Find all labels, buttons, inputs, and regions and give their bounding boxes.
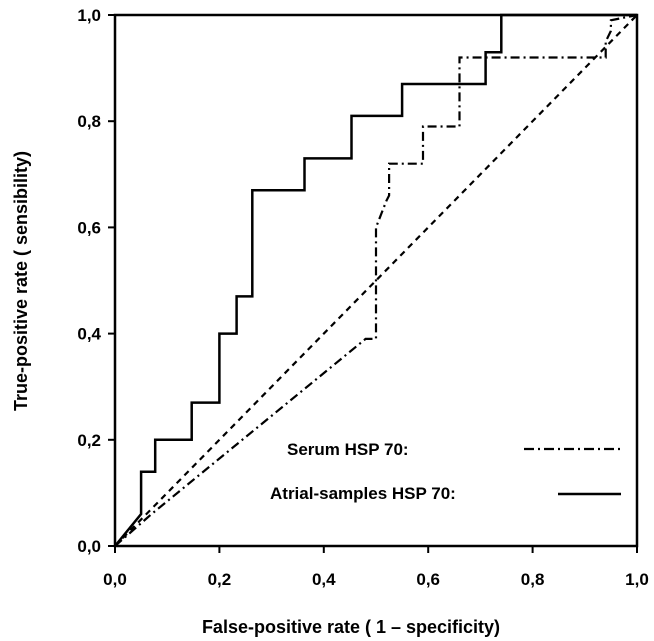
legend: Serum HSP 70: Atrial-samples HSP 70:: [270, 440, 621, 503]
x-axis-ticks: 0,0 0,2 0,4 0,6 0,8 1,0: [103, 546, 649, 589]
x-tick-label: 0,6: [416, 570, 440, 589]
y-tick-label: 0,0: [77, 537, 101, 556]
serum-hsp70-line: [114, 13, 638, 547]
x-tick-label: 0,2: [208, 570, 232, 589]
series-layer: [114, 13, 638, 547]
y-tick-label: 0,2: [77, 431, 101, 450]
x-tick-label: 0,4: [312, 570, 336, 589]
reference-diagonal-line: [114, 14, 638, 547]
y-axis-label: True-positive rate ( sensibility): [11, 151, 31, 411]
y-axis-ticks: 0,0 0,2 0,4 0,6 0,8 1,0: [77, 6, 115, 556]
plot-frame: [113, 13, 639, 548]
x-tick-label: 0,8: [521, 570, 545, 589]
x-axis-label: False-positive rate ( 1 – specificity): [202, 617, 500, 637]
x-tick-label: 0,0: [103, 570, 127, 589]
y-tick-label: 0,6: [77, 218, 101, 237]
y-tick-label: 1,0: [77, 6, 101, 25]
y-tick-label: 0,8: [77, 112, 101, 131]
x-tick-label: 1,0: [625, 570, 649, 589]
legend-label-atrial: Atrial-samples HSP 70:: [270, 484, 456, 503]
atrial-hsp70-line: [114, 13, 637, 547]
legend-label-serum: Serum HSP 70:: [287, 440, 409, 459]
y-tick-label: 0,4: [77, 325, 101, 344]
